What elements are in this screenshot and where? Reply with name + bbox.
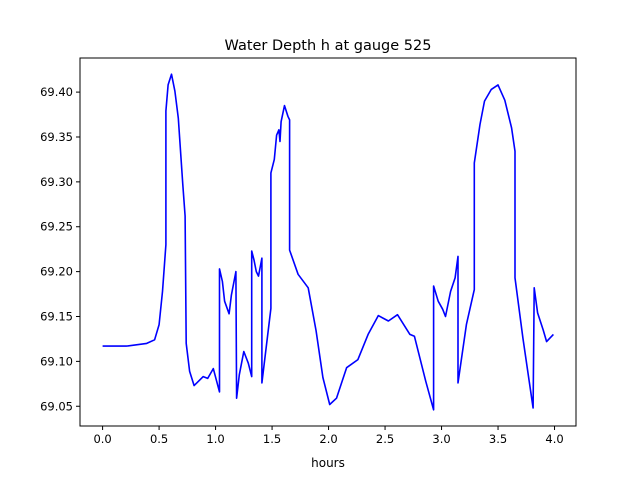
- series-line-h: [102, 73, 554, 411]
- x-tick-label: 4.0: [545, 432, 563, 446]
- x-axis-label: hours: [311, 456, 345, 470]
- x-tick-label: 3.5: [489, 432, 507, 446]
- y-tick-label: 69.30: [40, 175, 73, 189]
- series-layer: [102, 73, 554, 411]
- x-tick-label: 0.5: [150, 432, 168, 446]
- y-tick-label: 69.25: [40, 220, 73, 234]
- y-tick-label: 69.35: [40, 130, 73, 144]
- x-tick-label: 1.5: [263, 432, 281, 446]
- y-tick-label: 69.40: [40, 85, 73, 99]
- y-tick-label: 69.05: [40, 399, 73, 413]
- y-axis: 69.05 69.10 69.15 69.20 69.25 69.30 69.35 69.40: [40, 85, 80, 413]
- x-axis: 0.0 0.5 1.0 1.5 2.0 2.5 3.0 3.5 4.0: [93, 426, 564, 446]
- y-tick-label: 69.10: [40, 354, 73, 368]
- axes-frame: [79, 57, 577, 427]
- x-tick-label: 3.0: [432, 432, 450, 446]
- x-tick-label: 2.5: [376, 432, 394, 446]
- chart-title: Water Depth h at gauge 525: [225, 38, 432, 54]
- y-tick-label: 69.15: [40, 309, 73, 323]
- y-tick-label: 69.20: [40, 265, 73, 279]
- x-tick-label: 1.0: [206, 432, 224, 446]
- x-tick-label: 2.0: [319, 432, 337, 446]
- x-tick-label: 0.0: [93, 432, 111, 446]
